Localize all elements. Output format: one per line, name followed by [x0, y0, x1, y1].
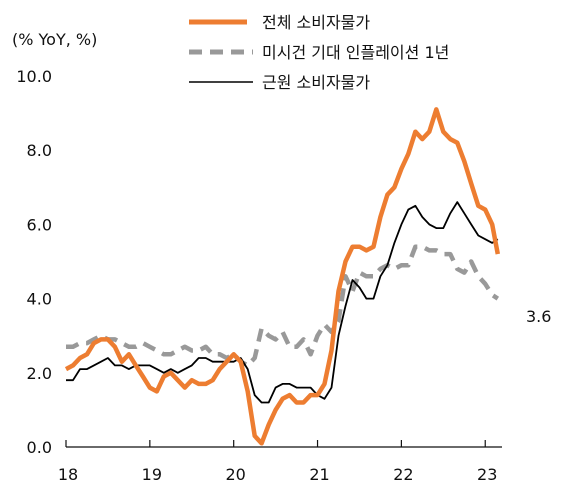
series-line-core-cpi: [66, 201, 499, 404]
y-axis-tick-labels: 0.0 2.0 4.0 6.0 8.0 10.0: [16, 67, 52, 457]
x-tick-label: 22: [393, 465, 413, 484]
y-tick-label: 2.0: [27, 364, 52, 383]
y-tick-label: 10.0: [16, 67, 52, 86]
y-tick-label: 8.0: [27, 141, 52, 160]
x-tick-label: 19: [142, 465, 162, 484]
x-tick-label: 18: [58, 465, 78, 484]
y-tick-label: 4.0: [27, 290, 52, 309]
x-tick-label: 21: [309, 465, 329, 484]
series-lines: [64, 107, 501, 446]
legend-item-core-cpi: 근원 소비자물가: [189, 73, 370, 92]
legend-label-headline-cpi: 전체 소비자물가: [262, 13, 370, 32]
legend-label-core-cpi: 근원 소비자물가: [262, 73, 370, 92]
y-tick-label: 0.0: [27, 438, 52, 457]
series-line-michigan-expectations: [66, 244, 500, 368]
x-axis-tick-labels: 18 19 20 21 22 23: [58, 465, 498, 484]
value-annotation: 3.6: [526, 307, 551, 326]
y-axis-unit-label: (% YoY, %): [12, 30, 97, 49]
x-tick-label: 23: [477, 465, 497, 484]
legend-item-michigan-expectations: 미시건 기대 인플레이션 1년: [189, 43, 449, 62]
legend-label-michigan-expectations: 미시건 기대 인플레이션 1년: [262, 43, 449, 62]
series-line-headline-cpi: [64, 107, 501, 446]
legend-item-headline-cpi: 전체 소비자물가: [189, 13, 370, 32]
x-tick-label: 20: [226, 465, 246, 484]
legend: 전체 소비자물가 미시건 기대 인플레이션 1년 근원 소비자물가: [189, 13, 449, 92]
y-tick-label: 6.0: [27, 215, 52, 234]
x-axis-tick-marks: [65, 440, 486, 447]
